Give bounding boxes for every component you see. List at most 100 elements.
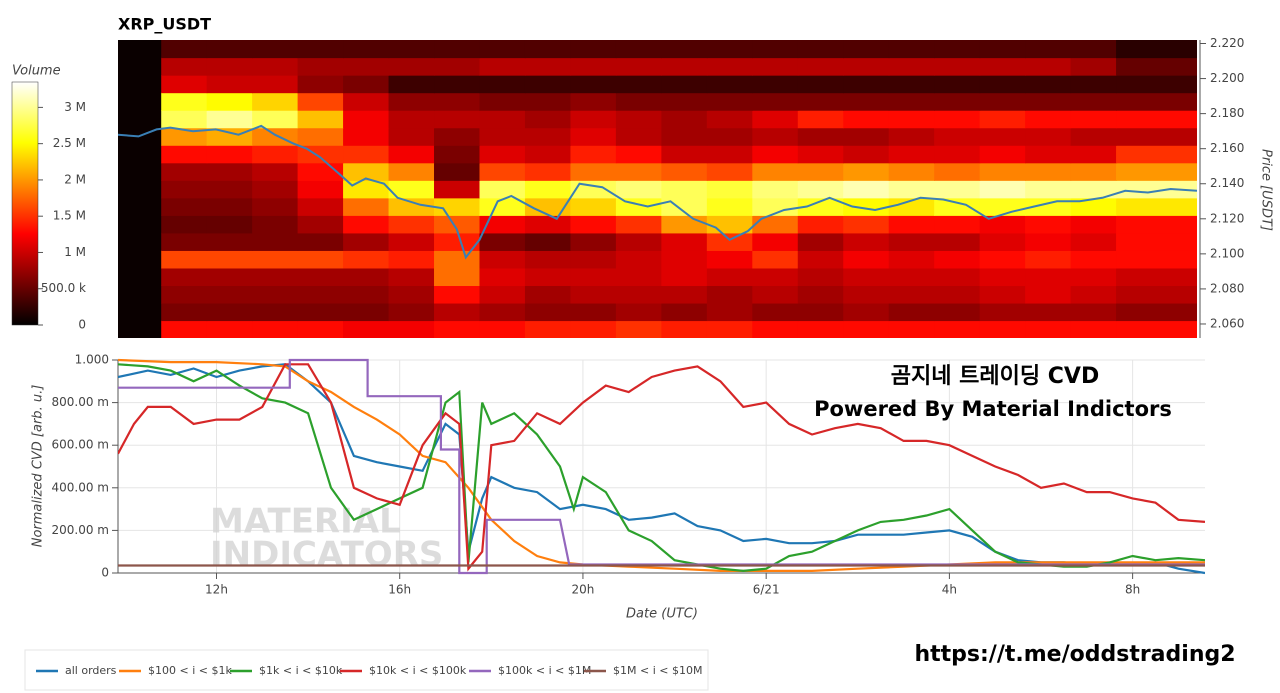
heatmap-cell [752, 145, 799, 164]
heatmap-cell [706, 92, 753, 111]
heatmap-cell [752, 215, 799, 234]
heatmap-cell [524, 75, 572, 94]
heatmap-cell [888, 232, 935, 251]
y-tick-label: 800.00 m [52, 395, 110, 409]
heatmap-cell [206, 250, 253, 269]
heatmap-cell [297, 40, 344, 59]
heatmap-cell [661, 145, 708, 164]
heatmap-cell [1025, 127, 1072, 146]
heatmap-cell [661, 267, 708, 287]
y-tick-label: 2.140 [1210, 176, 1244, 190]
heatmap-cell [615, 57, 662, 76]
heatmap-cell [979, 57, 1026, 76]
heatmap-cell [161, 302, 208, 322]
chart-title: XRP_USDT [118, 15, 211, 34]
heatmap-cell [934, 145, 981, 164]
heatmap-cell [161, 320, 208, 338]
heatmap-cell [797, 57, 844, 76]
heatmap-cell [888, 180, 935, 199]
heatmap-cell [388, 40, 435, 59]
heatmap-cell [252, 40, 299, 59]
heatmap-cell [979, 75, 1026, 94]
heatmap-cell [1116, 75, 1197, 94]
heatmap-cell [570, 162, 617, 181]
heatmap-cell [1070, 145, 1117, 164]
heatmap-cell [706, 302, 753, 322]
heatmap-cell [1070, 215, 1117, 234]
heatmap-cell [979, 232, 1026, 251]
heatmap-cell [434, 250, 481, 269]
heatmap-cell [343, 127, 390, 146]
heatmap-cell [343, 40, 390, 59]
heatmap-cell [1025, 285, 1072, 304]
heatmap-cell [752, 127, 799, 146]
heatmap-cell [1116, 40, 1197, 59]
heatmap-cell [615, 232, 662, 251]
heatmap-cell [206, 215, 253, 234]
heatmap-cell [206, 127, 253, 146]
heatmap-cell [979, 267, 1026, 287]
heatmap-cell [479, 320, 526, 338]
heatmap-cell [1070, 127, 1117, 146]
x-tick-label: 16h [388, 583, 411, 597]
heatmap [161, 40, 1197, 338]
heatmap-cell [797, 92, 844, 111]
heatmap-cell [752, 250, 799, 269]
heatmap-cell [570, 127, 617, 146]
heatmap-cell [297, 127, 344, 146]
heatmap-cell [434, 267, 481, 287]
heatmap-cell [570, 110, 617, 129]
heatmap-cell [206, 232, 253, 251]
heatmap-cell [206, 40, 253, 59]
heatmap-cell [524, 110, 572, 129]
heatmap-cell [1070, 110, 1117, 129]
y-tick-label: 1.000 [75, 353, 109, 367]
heatmap-cell [934, 180, 981, 199]
heatmap-cell [434, 75, 481, 94]
heatmap-cell [297, 267, 344, 287]
heatmap-cell [161, 92, 208, 111]
heatmap-cell [1116, 110, 1197, 129]
y-tick-label: 600.00 m [52, 438, 110, 452]
heatmap-cell [797, 267, 844, 287]
heatmap-cell [479, 110, 526, 129]
heatmap-cell [1025, 232, 1072, 251]
heatmap-cell [388, 320, 435, 338]
heatmap-cell [706, 197, 753, 216]
heatmap-cell [388, 285, 435, 304]
colorbar-tick-label: 1.5 M [53, 209, 86, 223]
heatmap-cell [888, 250, 935, 269]
heatmap-cell [524, 57, 572, 76]
heatmap-cell [934, 75, 981, 94]
heatmap-cell [1070, 180, 1117, 199]
heatmap-cell [661, 92, 708, 111]
heatmap-cell [524, 285, 572, 304]
heatmap-cell [752, 285, 799, 304]
heatmap-cell [615, 215, 662, 234]
heatmap-cell [388, 127, 435, 146]
heatmap-cell [888, 145, 935, 164]
heatmap-cell [661, 57, 708, 76]
heatmap-cell [297, 197, 344, 216]
heatmap-cell [206, 75, 253, 94]
heatmap-cell [252, 57, 299, 76]
heatmap-cell [615, 320, 662, 338]
heatmap-cell [934, 232, 981, 251]
heatmap-cell [979, 302, 1026, 322]
heatmap-cell [297, 232, 344, 251]
heatmap-cell [615, 127, 662, 146]
heatmap-cell [706, 285, 753, 304]
heatmap-cell [206, 285, 253, 304]
colorbar-title: Volume [12, 64, 61, 79]
heatmap-cell [524, 232, 572, 251]
heatmap-cell [388, 57, 435, 76]
heatmap-cell [388, 92, 435, 111]
heatmap-cell [479, 162, 526, 181]
heatmap-cell [161, 197, 208, 216]
heatmap-cell [524, 197, 572, 216]
heatmap-cell [661, 127, 708, 146]
y-tick-label: 2.220 [1210, 36, 1244, 50]
heatmap-cell [843, 285, 890, 304]
heatmap-cell [252, 232, 299, 251]
heatmap-cell [524, 127, 572, 146]
